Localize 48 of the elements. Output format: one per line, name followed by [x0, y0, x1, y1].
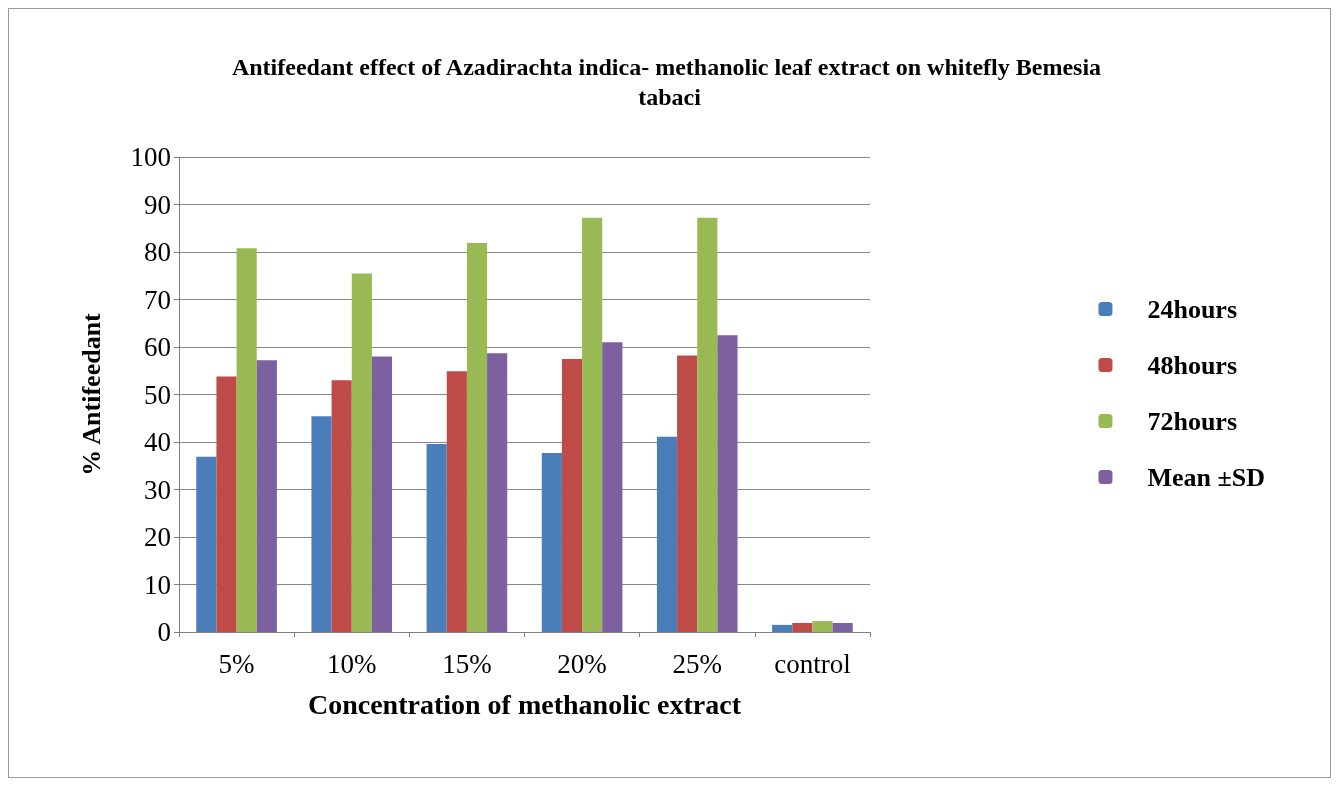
- bar: [602, 342, 623, 632]
- legend-label: 48hours: [1147, 350, 1238, 380]
- bar: [582, 217, 603, 632]
- bar: [311, 416, 332, 632]
- chart-title: Antifeedant effect of Azadirachta indica- methanolic leaf extract on whitefly Bemesia tabaci: [231, 54, 1108, 110]
- y-tick-label: 80: [144, 237, 171, 267]
- bar: [466, 242, 488, 632]
- y-tick-label: 50: [144, 379, 171, 410]
- bar: [677, 355, 698, 632]
- x-tick-label: 5%: [218, 648, 255, 679]
- bar: [256, 360, 277, 632]
- y-tick-label: 70: [144, 284, 171, 315]
- x-tick-label: control: [774, 648, 851, 679]
- x-tick-label: 10%: [327, 648, 377, 679]
- bar: [792, 622, 813, 632]
- bar: [216, 376, 237, 632]
- y-axis-title: % Antifeedant: [76, 312, 106, 476]
- y-tick-label: 60: [144, 332, 171, 362]
- bar: [561, 358, 583, 632]
- bar: [772, 624, 793, 632]
- bar: [717, 335, 738, 632]
- bar: [236, 248, 257, 632]
- legend-label: 72hours: [1147, 406, 1238, 436]
- bar: [371, 356, 393, 632]
- legend-label: Mean ±SD: [1147, 462, 1265, 492]
- bar: [446, 371, 467, 632]
- bar: [351, 273, 372, 632]
- y-tick-label: 10: [144, 569, 171, 600]
- bar: [541, 452, 562, 632]
- y-tick-label: 0: [157, 617, 171, 647]
- x-axis-title: Concentration of methanolic extract: [307, 688, 742, 720]
- x-tick-label: 20%: [557, 648, 607, 679]
- bar: [832, 622, 853, 632]
- y-tick-label: 100: [130, 142, 171, 172]
- y-tick-label: 20: [144, 522, 171, 552]
- bar: [656, 436, 678, 632]
- y-tick-label: 30: [144, 474, 171, 505]
- y-tick-label: 90: [144, 189, 171, 220]
- bar: [697, 217, 718, 632]
- x-tick-label: 25%: [672, 648, 722, 679]
- bar: [331, 380, 352, 632]
- bar: [196, 456, 217, 632]
- bar: [487, 353, 508, 632]
- x-tick-label: 15%: [442, 648, 492, 679]
- bar: [426, 443, 447, 632]
- y-tick-label: 40: [144, 427, 171, 457]
- bar: [812, 621, 833, 632]
- legend-label: 24hours: [1147, 294, 1238, 324]
